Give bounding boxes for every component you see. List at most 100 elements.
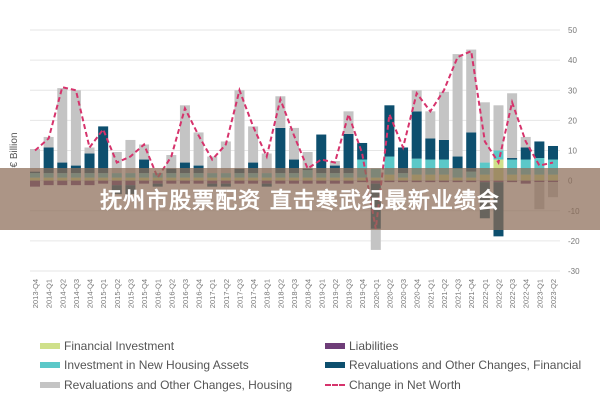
x-tick-label: 2015-Q3	[126, 279, 135, 308]
x-tick-label: 2020-Q1	[372, 279, 381, 308]
x-tick-label: 2021-Q3	[454, 279, 463, 308]
x-tick-label: 2020-Q3	[399, 279, 408, 308]
bar-segment	[438, 139, 449, 160]
x-axis-ticks: 2013-Q4 2014-Q1 2014-Q2 2014-Q3 2014-Q4 2015-…	[31, 279, 558, 308]
banner-text: 抚州市股票配资 直击寒武纪最新业绩会	[100, 189, 500, 214]
x-tick-label: 2018-Q1	[263, 279, 272, 308]
legend-label: Liabilities	[349, 338, 399, 353]
bar-segment	[493, 150, 504, 160]
bar-segment	[179, 105, 190, 163]
legend-item: Revaluations and Other Changes, Financia…	[325, 356, 581, 376]
bar-segment	[452, 156, 463, 169]
x-tick-label: 2018-Q4	[304, 279, 313, 308]
bar-segment	[98, 126, 109, 174]
bar-segment	[357, 142, 368, 160]
legend-item: Financial Investment	[40, 336, 292, 356]
legend-swatch	[325, 342, 345, 349]
bar-segment	[507, 158, 518, 160]
bar-segment	[411, 111, 422, 159]
bar-segment	[289, 159, 299, 174]
y-tick-label: 20	[568, 116, 577, 125]
legend-label: Revaluations and Other Changes, Financia…	[349, 358, 582, 373]
x-tick-label: 2017-Q2	[222, 279, 231, 308]
bar-segment	[398, 147, 409, 174]
legend-label: Investment in New Housing Assets	[64, 358, 249, 373]
bar-segment	[548, 145, 558, 160]
legend-swatch	[40, 362, 60, 369]
x-tick-label: 2014-Q3	[72, 279, 81, 308]
bar-segment	[520, 147, 531, 160]
x-tick-label: 2014-Q2	[58, 279, 67, 308]
bar-segment	[57, 162, 68, 174]
bar-segment	[179, 162, 190, 174]
x-tick-label: 2017-Q1	[208, 279, 217, 308]
bar-segment	[493, 105, 504, 151]
x-tick-label: 2021-Q2	[440, 279, 449, 308]
bar-segment	[139, 159, 150, 174]
x-tick-label: 2021-Q4	[467, 279, 476, 308]
bar-segment	[84, 153, 95, 174]
legend-swatch	[40, 342, 60, 349]
x-tick-label: 2022-Q2	[494, 279, 503, 308]
bar-segment	[234, 90, 245, 169]
bar-segment	[534, 141, 545, 159]
x-tick-label: 2019-Q1	[317, 279, 326, 308]
x-tick-label: 2017-Q4	[249, 279, 258, 308]
legend-item: Investment in New Housing Assets	[40, 356, 292, 376]
bar-segment	[370, 228, 381, 250]
bar-segment	[30, 148, 40, 172]
bar-segment	[139, 144, 150, 160]
bar-segment	[384, 156, 395, 175]
bar-segment	[289, 127, 299, 160]
bar-segment	[84, 147, 95, 154]
x-tick-label: 2013-Q4	[31, 279, 40, 308]
legend-item: Change in Net Worth	[325, 375, 581, 395]
x-tick-label: 2014-Q4	[86, 279, 95, 308]
x-tick-label: 2016-Q2	[167, 279, 176, 308]
bar-segment	[343, 133, 354, 174]
x-tick-label: 2016-Q3	[181, 279, 190, 308]
legend-dashed-line	[325, 383, 345, 386]
y-tick-label: 50	[568, 26, 577, 35]
bar-segment	[466, 49, 477, 133]
bar-segment	[57, 88, 68, 163]
x-tick-label: 2023-Q1	[535, 279, 544, 308]
y-axis-label: € Billion	[9, 132, 20, 167]
legend-left: Financial Investment Investment in New H…	[40, 336, 292, 395]
x-tick-label: 2020-Q4	[413, 279, 422, 308]
bar-segment	[425, 111, 436, 139]
x-tick-label: 2018-Q2	[276, 279, 285, 308]
x-tick-label: 2020-Q2	[385, 279, 394, 308]
x-tick-label: 2015-Q4	[140, 279, 149, 308]
bar-segment	[507, 93, 518, 159]
x-tick-label: 2019-Q3	[345, 279, 354, 308]
x-tick-label: 2019-Q4	[358, 279, 367, 308]
x-tick-label: 2014-Q1	[45, 279, 54, 308]
bar-segment	[343, 111, 354, 134]
stacked-bar-chart: 50403020100-10-20-30 2013-Q42014-Q12014-…	[9, 26, 580, 308]
bar-segment	[411, 90, 422, 112]
x-tick-label: 2017-Q3	[235, 279, 244, 308]
net-worth-line-path	[34, 49, 554, 230]
bar-segment	[316, 134, 327, 174]
legend-label: Financial Investment	[64, 338, 175, 353]
x-tick-label: 2022-Q3	[508, 279, 517, 308]
bar-segment	[411, 158, 422, 175]
y-axis-ticks: 50403020100-10-20-30	[568, 26, 580, 276]
y-tick-label: 10	[568, 147, 577, 156]
x-tick-label: 2019-Q2	[331, 279, 340, 308]
bar-segment	[248, 162, 259, 174]
y-tick-label: -20	[568, 237, 580, 246]
bar-segment	[275, 96, 286, 128]
bar-segment	[43, 147, 54, 174]
legend-item: Liabilities	[325, 336, 581, 356]
bar-segment	[207, 156, 218, 174]
x-tick-label: 2021-Q1	[426, 279, 435, 308]
x-tick-label: 2016-Q1	[154, 279, 163, 308]
legend-swatch	[40, 381, 60, 388]
legend-label: Revaluations and Other Changes, Housing	[64, 377, 293, 392]
y-tick-label: 40	[568, 56, 577, 65]
x-tick-label: 2022-Q1	[481, 279, 490, 308]
bar-segment	[43, 136, 54, 148]
x-tick-label: 2015-Q2	[113, 279, 122, 308]
